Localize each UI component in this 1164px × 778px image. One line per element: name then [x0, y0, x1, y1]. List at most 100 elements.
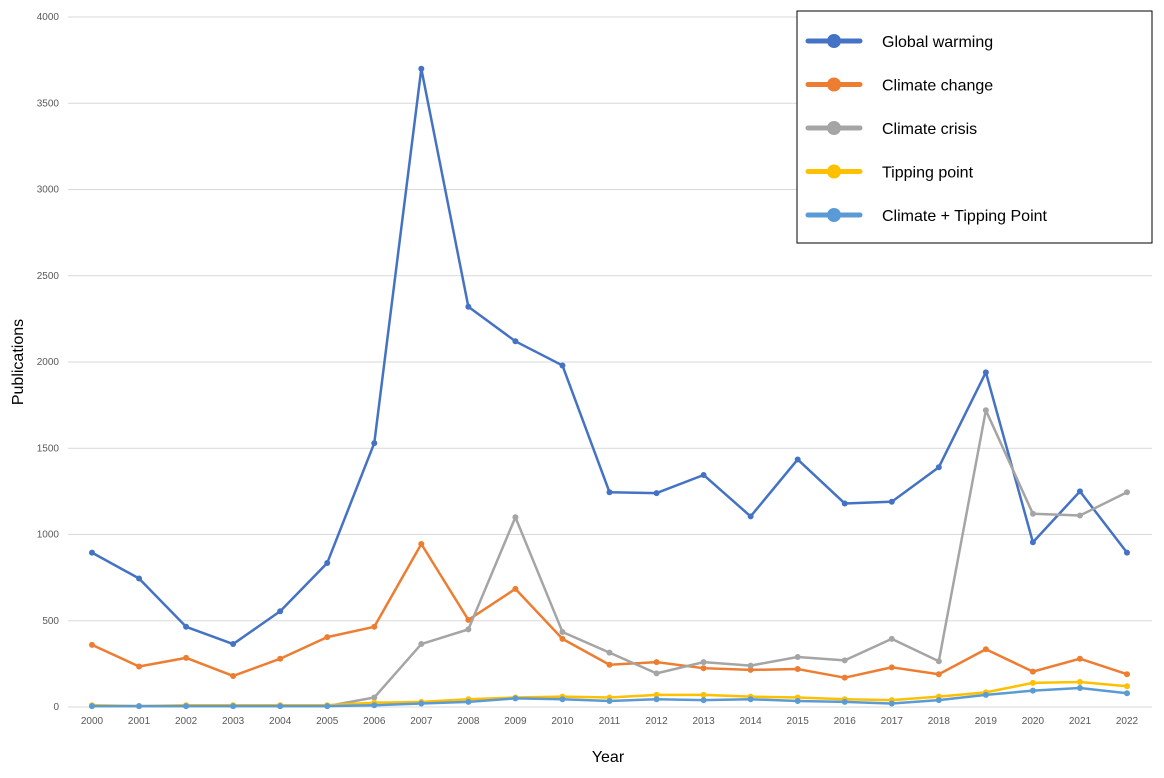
- data-point: [794, 456, 801, 463]
- data-point: [559, 635, 566, 642]
- x-tick-label: 2015: [787, 716, 810, 727]
- series-line: [90, 542, 1129, 679]
- legend-item: Climate + Tipping Point: [805, 208, 1048, 225]
- data-point: [136, 663, 143, 670]
- x-tick-label: 2005: [316, 716, 339, 727]
- legend-swatch-marker: [827, 164, 841, 179]
- data-point: [559, 696, 566, 703]
- legend: Global warming Climate change Climate cris…: [796, 10, 1153, 244]
- legend-label: Global warming: [882, 34, 993, 51]
- data-point: [794, 697, 801, 704]
- data-point: [653, 696, 660, 703]
- y-tick-label: 2000: [37, 357, 60, 368]
- data-point: [512, 695, 519, 702]
- series-climate-tipping-point: [89, 685, 1130, 710]
- data-point: [1076, 488, 1083, 495]
- data-point: [277, 655, 284, 662]
- data-point: [747, 513, 754, 520]
- x-tick-label: 2014: [740, 716, 763, 727]
- data-point: [371, 440, 378, 447]
- y-tick-label: 2500: [37, 271, 60, 282]
- legend-item: Global warming: [805, 34, 993, 51]
- x-tick-label: 2017: [881, 716, 904, 727]
- x-tick-label: 2018: [928, 716, 951, 727]
- data-point: [89, 703, 95, 710]
- data-point: [1029, 539, 1036, 546]
- data-point: [136, 703, 143, 710]
- legend-swatch-marker: [827, 121, 841, 135]
- data-point: [277, 703, 284, 710]
- x-axis-ticks: 2000 2001 2002 2003 2004 2005 2006 2007 2008 2009…: [81, 716, 1139, 727]
- x-tick-label: 2003: [222, 716, 245, 727]
- data-point: [653, 659, 660, 666]
- data-point: [183, 703, 190, 710]
- data-point: [841, 674, 848, 681]
- x-tick-label: 2011: [599, 716, 621, 727]
- data-point: [747, 666, 754, 673]
- data-point: [653, 490, 660, 497]
- series-climate-change: [89, 540, 1130, 681]
- data-point: [700, 665, 707, 672]
- data-point: [183, 623, 190, 630]
- x-axis-title: Year: [592, 749, 625, 766]
- data-point: [982, 407, 989, 414]
- series-tipping-point: [89, 678, 1130, 710]
- legend-item: Climate change: [805, 77, 993, 95]
- data-point: [465, 698, 472, 705]
- data-point: [559, 628, 566, 635]
- x-tick-label: 2013: [692, 716, 715, 727]
- legend-swatch-marker: [827, 208, 841, 222]
- y-tick-label: 1000: [37, 530, 60, 541]
- legend-swatch-marker: [827, 34, 841, 48]
- series-lines: [89, 65, 1130, 710]
- data-point: [841, 500, 848, 507]
- data-point: [1076, 655, 1083, 662]
- data-point: [465, 303, 472, 310]
- data-point: [1124, 683, 1130, 690]
- data-point: [371, 694, 378, 701]
- data-point: [700, 471, 707, 478]
- data-point: [700, 659, 707, 666]
- data-point: [512, 585, 519, 592]
- x-tick-label: 2007: [410, 716, 433, 727]
- x-tick-label: 2000: [81, 716, 104, 727]
- data-point: [1124, 549, 1130, 556]
- data-point: [606, 661, 613, 668]
- data-point: [324, 634, 331, 641]
- data-point: [794, 653, 801, 660]
- data-point: [324, 703, 331, 710]
- legend-item: Tipping point: [805, 164, 974, 182]
- data-point: [1124, 489, 1130, 496]
- data-point: [747, 662, 754, 669]
- y-axis-ticks: 0 500 1000 1500 2000 2500 3000 3500 4000: [37, 12, 60, 713]
- legend-swatch-marker: [827, 77, 841, 92]
- data-point: [935, 464, 942, 471]
- data-point: [1124, 671, 1130, 678]
- x-tick-label: 2009: [504, 716, 527, 727]
- x-tick-label: 2019: [975, 716, 998, 727]
- series-global-warming: [89, 65, 1130, 648]
- data-point: [1076, 685, 1083, 692]
- x-tick-label: 2020: [1022, 716, 1045, 727]
- x-tick-label: 2021: [1069, 716, 1092, 727]
- data-point: [277, 608, 284, 615]
- data-point: [653, 691, 660, 698]
- x-tick-label: 2008: [457, 716, 480, 727]
- data-point: [888, 498, 895, 505]
- data-point: [371, 623, 378, 630]
- data-point: [89, 641, 95, 648]
- data-point: [230, 672, 237, 679]
- y-tick-label: 3000: [37, 185, 60, 196]
- y-tick-label: 4000: [37, 12, 60, 23]
- data-point: [465, 626, 472, 633]
- data-point: [888, 700, 895, 707]
- data-point: [606, 649, 613, 656]
- data-point: [324, 559, 331, 566]
- data-point: [183, 654, 190, 661]
- data-point: [1076, 512, 1083, 519]
- data-point: [230, 703, 237, 710]
- data-point: [982, 646, 989, 653]
- x-tick-label: 2012: [645, 716, 668, 727]
- data-point: [512, 338, 519, 345]
